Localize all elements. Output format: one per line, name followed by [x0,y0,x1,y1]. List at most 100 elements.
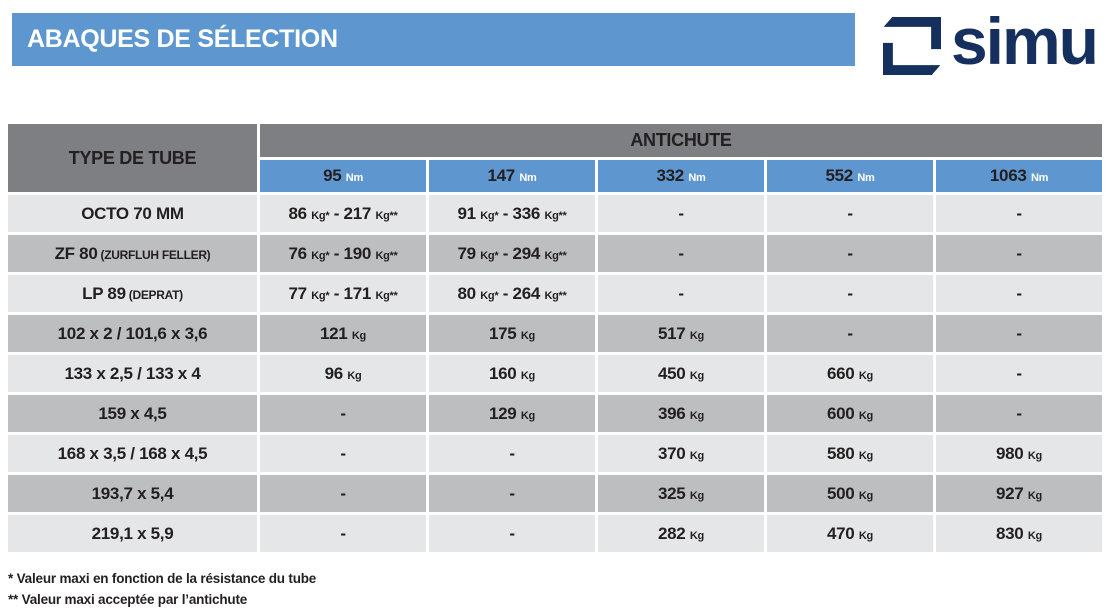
tube-type-cell: ZF 80 (ZURFLUH FELLER) [8,235,257,272]
load-value-cell: - [936,395,1102,432]
load-value-cell: 580 Kg [767,435,933,472]
load-value-cell: - [936,355,1102,392]
torque-unit: Nm [857,172,875,184]
torque-column-header: 147 Nm [429,160,595,192]
simu-logo-icon [882,17,941,75]
load-value-cell: 86 Kg* - 217 Kg** [260,195,426,232]
load-value-cell: 91 Kg* - 336 Kg** [429,195,595,232]
tube-type-cell: 168 x 3,5 / 168 x 4,5 [8,435,257,472]
load-value-cell: 175 Kg [429,315,595,352]
load-value-cell: 396 Kg [598,395,764,432]
table-row: ZF 80 (ZURFLUH FELLER) 76 Kg* - 190 Kg** 7… [8,235,1102,272]
load-value-cell: 517 Kg [598,315,764,352]
torque-column-header: 552 Nm [767,160,933,192]
tube-type-cell: 219,1 x 5,9 [8,515,257,552]
torque-column-header: 1063 Nm [936,160,1102,192]
tube-name: LP 89 [82,283,126,303]
load-value-cell: - [598,195,764,232]
load-value-cell: 96 Kg [260,355,426,392]
load-value-cell: 160 Kg [429,355,595,392]
tube-type-cell: LP 89 (DEPRAT) [8,275,257,312]
load-value-cell: 660 Kg [767,355,933,392]
table-row: 168 x 3,5 / 168 x 4,5- -370 Kg 580 Kg 980 K… [8,435,1102,472]
tube-type-cell: 159 x 4,5 [8,395,257,432]
load-value-cell: 500 Kg [767,475,933,512]
load-value-cell: 282 Kg [598,515,764,552]
page-title: ABAQUES DE SÉLECTION [27,25,338,53]
simu-logo: simu [881,4,1099,78]
tube-name: 193,7 x 5,4 [91,483,174,503]
antichute-header: ANTICHUTE [260,124,1102,157]
load-value-cell: 600 Kg [767,395,933,432]
tube-type-cell: 102 x 2 / 101,6 x 3,6 [8,315,257,352]
load-value-cell: 470 Kg [767,515,933,552]
load-value-cell: - [767,315,933,352]
torque-unit: Nm [345,172,363,184]
tube-name: 219,1 x 5,9 [91,523,174,543]
footnote-antichute: ** Valeur maxi acceptée par l’antichute [8,592,248,607]
torque-value: 552 [825,166,858,185]
load-value-cell: 77 Kg* - 171 Kg** [260,275,426,312]
load-value-cell: - [767,235,933,272]
load-value-cell: - [936,195,1102,232]
torque-header-row: 95 Nm 147 Nm 332 Nm 552 Nm 1063 Nm [8,160,1102,192]
load-value-cell: - [260,515,426,552]
table-row: 159 x 4,5-129 Kg 396 Kg 600 Kg - [8,395,1102,432]
page-title-banner: ABAQUES DE SÉLECTION [12,13,855,66]
load-value-cell: - [598,275,764,312]
torque-column-header: 332 Nm [598,160,764,192]
torque-value: 95 [323,166,346,185]
load-value-cell: - [260,475,426,512]
load-value-cell: - [260,435,426,472]
table-row: 219,1 x 5,9- -282 Kg 470 Kg 830 Kg [8,515,1102,552]
table-row: LP 89 (DEPRAT) 77 Kg* - 171 Kg** 80 Kg* - … [8,275,1102,312]
load-value-cell: - [936,235,1102,272]
load-value-cell: - [429,515,595,552]
load-value-cell: 79 Kg* - 294 Kg** [429,235,595,272]
load-value-cell: - [767,275,933,312]
table-row: 133 x 2,5 / 133 x 4 96 Kg 160 Kg 450 Kg 660 … [8,355,1102,392]
tube-name: OCTO 70 MM [81,203,184,223]
load-value-cell: 121 Kg [260,315,426,352]
tube-name: 102 x 2 / 101,6 x 3,6 [57,323,208,343]
torque-value: 332 [656,166,689,185]
tube-name-detail: (ZURFLUH FELLER) [97,247,211,262]
table-body: OCTO 70 MM 86 Kg* - 217 Kg** 91 Kg* - 336 … [8,195,1102,552]
load-value-cell: - [767,195,933,232]
load-value-cell: 927 Kg [936,475,1102,512]
load-value-cell: - [260,395,426,432]
tube-type-header: TYPE DE TUBE [8,124,257,192]
torque-unit: Nm [688,172,706,184]
selection-table: TYPE DE TUBE ANTICHUTE 95 Nm 147 Nm 332 Nm… [5,121,1105,555]
load-value-cell: - [936,275,1102,312]
torque-unit: Nm [519,172,537,184]
load-value-cell: - [598,235,764,272]
load-value-cell: 450 Kg [598,355,764,392]
load-value-cell: 76 Kg* - 190 Kg** [260,235,426,272]
load-value-cell: 80 Kg* - 264 Kg** [429,275,595,312]
load-value-cell: 980 Kg [936,435,1102,472]
table-row: OCTO 70 MM 86 Kg* - 217 Kg** 91 Kg* - 336 … [8,195,1102,232]
table-row: 102 x 2 / 101,6 x 3,6 121 Kg 175 Kg 517 Kg -… [8,315,1102,352]
load-value-cell: - [429,435,595,472]
tube-type-cell: 193,7 x 5,4 [8,475,257,512]
tube-type-cell: 133 x 2,5 / 133 x 4 [8,355,257,392]
torque-column-header: 95 Nm [260,160,426,192]
load-value-cell: 370 Kg [598,435,764,472]
load-value-cell: - [429,475,595,512]
simu-logo-text: simu [950,4,1099,78]
footnote-tube-resistance: * Valeur maxi en fonction de la résistan… [8,571,317,586]
load-value-cell: 830 Kg [936,515,1102,552]
tube-name: ZF 80 [54,243,98,263]
load-value-cell: - [936,315,1102,352]
tube-type-cell: OCTO 70 MM [8,195,257,232]
load-value-cell: 325 Kg [598,475,764,512]
footnotes: * Valeur maxi en fonction de la résistan… [8,568,316,610]
torque-value: 147 [487,166,520,185]
tube-name-detail: (DEPRAT) [125,287,183,302]
torque-unit: Nm [1030,172,1049,184]
torque-value: 1063 [989,166,1031,185]
load-value-cell: 129 Kg [429,395,595,432]
tube-name: 133 x 2,5 / 133 x 4 [64,363,201,383]
